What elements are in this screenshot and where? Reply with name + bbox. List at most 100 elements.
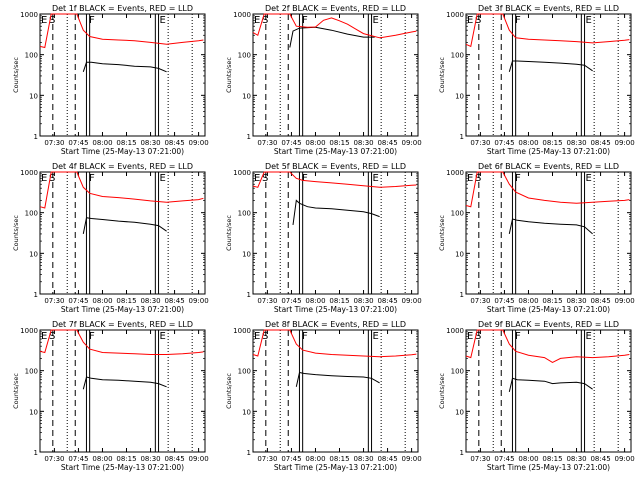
detector-panel: Det 4f BLACK = Events, RED = LLD 1 10 100 10…: [12, 162, 209, 314]
panel-title: Det 7f BLACK = Events, RED = LLD: [52, 320, 193, 329]
y-tick-label: 1000: [446, 169, 464, 177]
event-marker-label: F: [89, 331, 95, 342]
y-tick-label: 1: [247, 449, 251, 457]
y-tick-label: 100: [238, 52, 251, 60]
x-tick-label: 09:00: [401, 297, 421, 305]
lld-series-line: [252, 171, 417, 188]
lld-series-line: [39, 171, 204, 209]
panel-title: Det 1f BLACK = Events, RED = LLD: [52, 4, 193, 13]
event-marker-label: S: [49, 15, 55, 26]
x-tick-label: 07:45: [281, 139, 301, 147]
events-series-line: [508, 377, 593, 393]
detector-panel: Det 5f BLACK = Events, RED = LLD 1 10 100 10…: [225, 162, 422, 314]
x-tick-label: 08:30: [140, 455, 160, 463]
x-tick-label: 08:30: [140, 297, 160, 305]
event-marker-label: E: [586, 15, 592, 26]
event-marker-label: F: [515, 331, 521, 342]
x-tick-label: 07:30: [470, 297, 490, 305]
x-tick-label: 08:15: [116, 139, 136, 147]
x-tick-label: 08:00: [305, 297, 325, 305]
panel-title: Det 9f BLACK = Events, RED = LLD: [478, 320, 619, 329]
panel-title: Det 6f BLACK = Events, RED = LLD: [478, 162, 619, 171]
x-tick-label: 07:30: [257, 297, 277, 305]
plot-frame: [252, 13, 419, 137]
x-tick-label: 08:45: [590, 297, 610, 305]
event-marker-label: F: [302, 15, 308, 26]
event-marker-label: E: [467, 173, 473, 184]
y-tick-label: 1000: [20, 11, 38, 19]
x-tick-label: 09:00: [401, 139, 421, 147]
x-tick-label: 08:00: [92, 455, 112, 463]
x-tick-label: 08:00: [305, 455, 325, 463]
plot-frame: [252, 329, 419, 453]
x-tick-label: 08:30: [353, 455, 373, 463]
y-tick-label: 10: [29, 250, 38, 258]
y-tick-label: 10: [455, 92, 464, 100]
x-tick-label: 08:15: [329, 297, 349, 305]
x-tick-label: 07:45: [68, 139, 88, 147]
x-tick-label: 08:45: [590, 139, 610, 147]
event-marker-label: S: [262, 15, 268, 26]
x-tick-label: 08:30: [566, 297, 586, 305]
event-marker-label: S: [49, 331, 55, 342]
y-tick-label: 10: [455, 408, 464, 416]
x-tick-label: 08:45: [164, 455, 184, 463]
y-tick-label: 10: [242, 92, 251, 100]
detector-panel: Det 3f BLACK = Events, RED = LLD 1 10 100 10…: [438, 4, 635, 156]
x-tick-label: 08:45: [164, 139, 184, 147]
events-series-line: [82, 61, 167, 73]
y-tick-label: 1: [247, 291, 251, 299]
detector-panel: Det 2f BLACK = Events, RED = LLD 1 10 100 10…: [225, 4, 422, 156]
event-marker-label: S: [475, 173, 481, 184]
x-tick-label: 09:00: [614, 139, 634, 147]
y-tick-label: 100: [25, 210, 38, 218]
events-series-line: [82, 376, 167, 390]
events-series-line: [289, 26, 375, 48]
x-tick-label: 09:00: [188, 455, 208, 463]
panel-title: Det 3f BLACK = Events, RED = LLD: [478, 4, 619, 13]
y-axis-label: Counts/sec: [438, 215, 446, 251]
events-series-line: [292, 199, 380, 225]
x-tick-label: 08:15: [542, 455, 562, 463]
x-tick-label: 08:30: [140, 139, 160, 147]
event-marker-label: F: [302, 331, 308, 342]
y-axis-label: Counts/sec: [225, 57, 233, 93]
event-marker-label: E: [160, 15, 166, 26]
x-tick-label: 07:30: [257, 455, 277, 463]
y-tick-label: 100: [451, 368, 464, 376]
y-axis-label: Counts/sec: [12, 215, 20, 251]
detector-panel: Det 1f BLACK = Events, RED = LLD 1 10 100 10…: [12, 4, 209, 156]
x-tick-label: 07:45: [68, 297, 88, 305]
y-tick-label: 10: [29, 408, 38, 416]
x-tick-label: 08:15: [116, 455, 136, 463]
y-tick-label: 10: [242, 250, 251, 258]
lld-series-line: [465, 13, 630, 48]
y-tick-label: 1000: [233, 169, 251, 177]
x-tick-label: 08:15: [329, 455, 349, 463]
y-tick-label: 1000: [446, 327, 464, 335]
y-tick-label: 1: [34, 291, 38, 299]
x-tick-label: 07:45: [281, 455, 301, 463]
event-marker-label: S: [262, 173, 268, 184]
panel-title: Det 2f BLACK = Events, RED = LLD: [265, 4, 406, 13]
lld-series-line: [39, 329, 204, 355]
x-tick-label: 08:15: [542, 297, 562, 305]
x-axis-label: Start Time (25-May-13 07:21:00): [274, 147, 397, 156]
detector-panel: Det 6f BLACK = Events, RED = LLD 1 10 100 10…: [438, 162, 635, 314]
event-marker-label: E: [373, 173, 379, 184]
y-tick-label: 1: [460, 291, 464, 299]
event-marker-label: E: [41, 15, 47, 26]
x-tick-label: 09:00: [188, 297, 208, 305]
y-axis-label: Counts/sec: [438, 373, 446, 409]
x-tick-label: 07:45: [281, 297, 301, 305]
x-tick-label: 08:00: [518, 297, 538, 305]
event-marker-label: S: [262, 331, 268, 342]
x-tick-label: 07:30: [257, 139, 277, 147]
panel-title: Det 5f BLACK = Events, RED = LLD: [265, 162, 406, 171]
x-tick-label: 07:30: [44, 297, 64, 305]
y-tick-label: 10: [455, 250, 464, 258]
y-tick-label: 1: [247, 133, 251, 141]
events-series-line: [295, 371, 380, 387]
lld-series-line: [465, 171, 630, 208]
